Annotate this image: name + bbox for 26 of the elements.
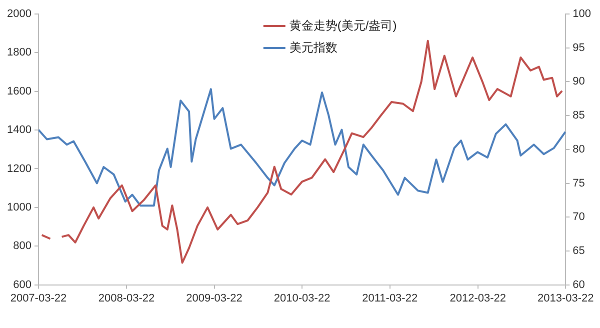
- y2-tick-label: 75: [572, 177, 585, 190]
- y-tick-label: 1200: [6, 162, 32, 175]
- y-tick-label: 1600: [6, 85, 32, 98]
- y2-tick-label: 85: [572, 110, 585, 122]
- x-tick-label: 2009-03-22: [186, 292, 242, 304]
- y2-tick-label: 90: [572, 76, 585, 88]
- y-tick-label: 1000: [6, 201, 32, 214]
- y2-tick-label: 60: [572, 278, 585, 291]
- y-tick-label: 800: [13, 240, 32, 252]
- x-tick-label: 2011-03-22: [362, 292, 418, 304]
- legend-label: 黄金走势(美元/盎司): [289, 18, 397, 32]
- x-tick-label: 2010-03-22: [274, 292, 330, 304]
- x-tick-label: 2012-03-22: [450, 292, 506, 304]
- y-tick-label: 2000: [6, 8, 32, 20]
- legend-label: 美元指数: [289, 40, 338, 54]
- y2-tick-label: 65: [572, 244, 585, 257]
- y-tick-label: 1400: [6, 124, 32, 136]
- y-tick-label: 600: [13, 278, 32, 291]
- y2-tick-label: 95: [572, 42, 585, 54]
- y2-tick-label: 100: [572, 8, 592, 20]
- y2-tick-label: 70: [572, 211, 585, 224]
- x-tick-label: 2013-03-22: [538, 292, 594, 304]
- y-tick-label: 1800: [6, 46, 32, 59]
- x-tick-label: 2008-03-22: [98, 292, 155, 304]
- x-tick-label: 2007-03-22: [10, 292, 67, 304]
- y2-tick-label: 80: [572, 143, 585, 156]
